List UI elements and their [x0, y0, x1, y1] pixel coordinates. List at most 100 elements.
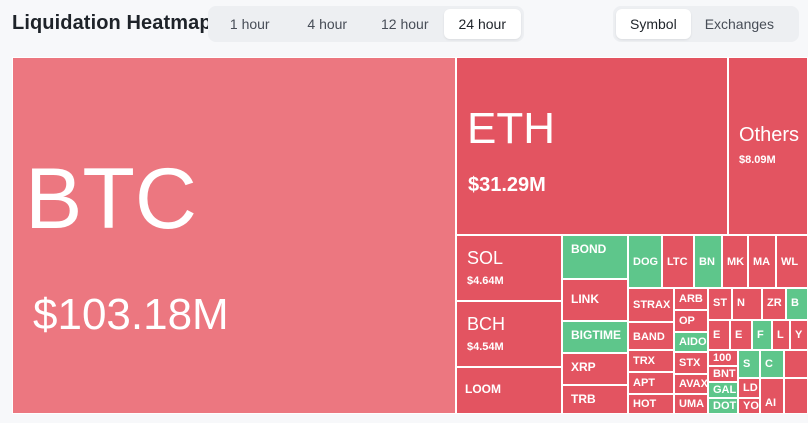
tile-symbol: BNT [713, 368, 736, 380]
tile-symbol: 100 [713, 352, 732, 364]
tile-symbol: ZR [767, 297, 782, 309]
tile-symbol: ST [713, 297, 728, 309]
tile-symbol: AIDO [679, 336, 707, 348]
tab-4-hour[interactable]: 4 hour [307, 16, 348, 32]
heatmap-tile-gal[interactable]: GAL [708, 382, 738, 398]
tile-symbol: STRAX [633, 299, 671, 311]
heatmap-tile-l[interactable]: L [772, 320, 790, 350]
heatmap-tile-bn[interactable]: BN [694, 235, 722, 288]
tile-symbol: AVAX [679, 378, 708, 390]
heatmap-tile-trb[interactable]: TRB [562, 385, 628, 414]
heatmap-tile-bond[interactable]: BOND [562, 235, 628, 279]
tile-symbol: AI [765, 397, 776, 409]
heatmap-tile-100[interactable]: 100 [708, 350, 738, 366]
tile-symbol: BCH [467, 314, 506, 334]
heatmap-tile-band[interactable]: BAND [628, 322, 674, 350]
tile-symbol: LD [743, 382, 758, 394]
header: Liquidation Heatmap 1 hour 4 hour 12 hou… [0, 0, 808, 50]
heatmap-tile-f[interactable]: F [752, 320, 772, 350]
heatmap-tile-bch[interactable]: BCH $4.54M [456, 301, 562, 367]
tab-1-hour[interactable]: 1 hour [229, 16, 270, 32]
tile-symbol: E [713, 329, 721, 341]
tile-symbol: XRP [571, 360, 596, 374]
tile-value: $4.54M [467, 341, 504, 353]
heatmap-tile-dog[interactable]: DOG [628, 235, 662, 288]
heatmap-tile-dot[interactable]: DOT [708, 398, 738, 414]
tile-symbol: MA [753, 256, 771, 268]
heatmap-tile-apt[interactable]: APT [628, 372, 674, 394]
tile-symbol: Y [795, 329, 803, 341]
heatmap-tile-s[interactable]: S [738, 350, 760, 378]
tile-symbol: MK [727, 256, 745, 268]
heatmap-tile-ld[interactable]: LD [738, 378, 760, 398]
heatmap-tile-y[interactable]: Y [790, 320, 808, 350]
tab-24-hour[interactable]: 24 hour [443, 9, 521, 39]
heatmap-tile-arb[interactable]: ARB [674, 288, 708, 310]
time-range-selector: 1 hour 4 hour 12 hour 24 hour [208, 6, 524, 42]
heatmap-tile-bigtime[interactable]: BIGTIME [562, 321, 628, 353]
heatmap-tile-aidoge[interactable]: AIDO [674, 332, 708, 352]
heatmap-tile-ai[interactable]: AI [760, 378, 784, 414]
heatmap-tile-link[interactable]: LINK [562, 279, 628, 321]
heatmap-tile-trx[interactable]: TRX [628, 350, 674, 372]
heatmap-tile-misc-1[interactable] [784, 350, 808, 378]
tile-symbol: N [737, 297, 745, 309]
tile-symbol: SOL [467, 248, 504, 268]
heatmap-tile-ma[interactable]: MA [748, 235, 776, 288]
tile-symbol: DOT [713, 400, 737, 412]
heatmap-tile-strax[interactable]: STRAX [628, 288, 674, 322]
liquidation-heatmap: BTC $103.18M ETH $31.29M Others $8.09M S… [12, 57, 808, 423]
heatmap-tile-others[interactable]: Others $8.09M [728, 57, 808, 235]
heatmap-tile-e2[interactable]: E [730, 320, 752, 350]
heatmap-tile-e1[interactable]: E [708, 320, 730, 350]
tile-symbol: LOOM [465, 382, 501, 396]
tile-symbol: L [777, 329, 784, 341]
heatmap-tile-op[interactable]: OP [674, 310, 708, 332]
tab-symbol[interactable]: Symbol [616, 9, 691, 39]
heatmap-tile-eth[interactable]: ETH $31.29M [456, 57, 728, 235]
heatmap-tile-btc[interactable]: BTC $103.18M [12, 57, 456, 414]
heatmap-tile-zr[interactable]: ZR [762, 288, 786, 320]
tile-symbol: WL [781, 256, 799, 268]
heatmap-tile-sol[interactable]: SOL $4.64M [456, 235, 562, 301]
heatmap-tile-b[interactable]: B [786, 288, 808, 320]
tile-symbol: GAL [713, 384, 737, 396]
tile-symbol: F [757, 329, 764, 341]
tile-symbol: UMA [679, 398, 705, 410]
tile-value: $31.29M [468, 174, 546, 196]
heatmap-tile-mk[interactable]: MK [722, 235, 748, 288]
heatmap-tile-bnt[interactable]: BNT [708, 366, 738, 382]
heatmap-tile-n[interactable]: N [732, 288, 762, 320]
heatmap-tile-ltc[interactable]: LTC [662, 235, 694, 288]
tab-12-hour[interactable]: 12 hour [381, 16, 429, 32]
tile-symbol: APT [633, 377, 655, 389]
heatmap-tile-st[interactable]: ST [708, 288, 732, 320]
tile-symbol: ARB [679, 293, 703, 305]
heatmap-tile-loom[interactable]: LOOM [456, 367, 562, 414]
heatmap-tile-stx[interactable]: STX [674, 352, 708, 374]
heatmap-tile-c[interactable]: C [760, 350, 784, 378]
heatmap-tile-misc-2[interactable] [784, 378, 808, 414]
heatmap-tile-uma[interactable]: UMA [674, 394, 708, 414]
tile-symbol: E [735, 329, 743, 341]
tile-symbol: ETH [467, 104, 555, 153]
tile-symbol: BTC [25, 151, 197, 247]
tile-value: $4.64M [467, 275, 504, 287]
tile-value: $8.09M [739, 154, 776, 166]
tile-symbol: DOG [633, 256, 659, 268]
heatmap-tile-xrp[interactable]: XRP [562, 353, 628, 385]
view-mode-selector: Symbol Exchanges [613, 6, 799, 42]
tile-symbol: BN [699, 256, 715, 268]
tile-symbol: HOT [633, 398, 657, 410]
tile-symbol: C [765, 358, 773, 370]
tile-symbol: BOND [571, 242, 607, 256]
tile-symbol: YO [743, 400, 759, 412]
tile-symbol: BAND [633, 331, 665, 343]
heatmap-tile-hot[interactable]: HOT [628, 394, 674, 414]
heatmap-tile-yo[interactable]: YO [738, 398, 760, 414]
heatmap-tile-avax[interactable]: AVAX [674, 374, 708, 394]
tile-symbol: TRX [633, 355, 655, 367]
tab-exchanges[interactable]: Exchanges [704, 16, 774, 32]
heatmap-tile-wl[interactable]: WL [776, 235, 808, 288]
page-title: Liquidation Heatmap [12, 12, 212, 34]
